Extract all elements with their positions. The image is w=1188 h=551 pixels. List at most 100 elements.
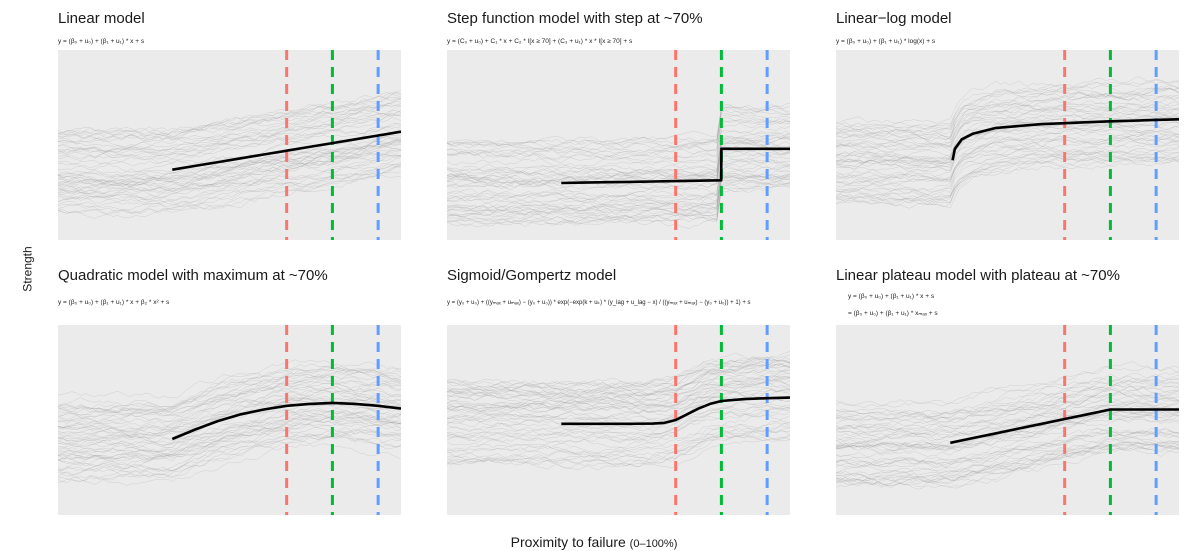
individual-line [58, 98, 401, 150]
individual-line [447, 179, 790, 227]
individual-line [447, 429, 790, 466]
individual-line [58, 430, 401, 472]
individual-line [447, 158, 790, 205]
individual-line [836, 123, 1179, 170]
individual-line [836, 403, 1179, 451]
individual-line [836, 429, 1179, 469]
individual-line [836, 384, 1179, 429]
individual-line [58, 379, 401, 423]
individual-line [836, 84, 1179, 136]
individual-line [836, 440, 1179, 489]
individual-line [836, 134, 1179, 186]
individual-line [447, 431, 790, 465]
individual-line [58, 359, 401, 399]
panel-quadratic: Quadratic model with maximum at ~70% y =… [58, 267, 401, 515]
individual-line [58, 155, 401, 198]
individual-line [447, 423, 790, 457]
individual-line [836, 389, 1179, 431]
individual-line [58, 420, 401, 468]
chart-svg [447, 325, 790, 515]
individual-line [836, 133, 1179, 183]
individual-line [447, 389, 790, 423]
model-line [561, 396, 790, 426]
individual-line [58, 166, 401, 208]
individual-line [447, 173, 790, 212]
individual-line [58, 371, 401, 417]
individual-line [447, 125, 790, 170]
individual-line [58, 137, 401, 186]
panel-formula: y = (y₀ + u₀) + ((yₘₐₓ + uₘₐₓ) − (y₀ + u… [447, 300, 751, 306]
individual-line [58, 135, 401, 176]
individual-line [836, 431, 1179, 465]
individual-line [447, 406, 790, 442]
individual-line [58, 112, 401, 161]
panel-formula: y = (β₀ + u₀) + (β₁ + u₁) * x + s [848, 293, 935, 300]
individual-line [836, 88, 1179, 140]
individual-line [447, 378, 790, 416]
individual-line [447, 398, 790, 432]
individual-line [836, 371, 1179, 416]
individual-line [836, 155, 1179, 200]
individual-line [58, 414, 401, 460]
individual-line [447, 130, 790, 172]
individual-line [58, 99, 401, 143]
individual-line [836, 100, 1179, 149]
individual-line [836, 426, 1179, 467]
individual-line [58, 364, 401, 408]
individual-line [58, 386, 401, 431]
individual-line [58, 432, 401, 482]
model-line [950, 408, 1179, 445]
individual-line [58, 429, 401, 476]
individual-line [447, 165, 790, 209]
individual-line [447, 380, 790, 414]
individual-line [447, 376, 790, 409]
individual-line [447, 171, 790, 218]
individual-line [836, 137, 1179, 192]
plot-area [58, 325, 401, 515]
individual-line [447, 427, 790, 468]
chart-svg [836, 50, 1179, 240]
individual-line [447, 363, 790, 398]
individual-line [58, 371, 401, 413]
individual-line [836, 94, 1179, 141]
individual-line [447, 174, 790, 217]
individual-line [447, 175, 790, 220]
individual-line [58, 154, 401, 195]
individual-line [447, 102, 790, 146]
individual-line [447, 351, 790, 390]
individual-line [836, 380, 1179, 422]
individual-line [836, 442, 1179, 486]
individual-line [447, 118, 790, 157]
individual-line [447, 420, 790, 455]
individual-line [447, 372, 790, 407]
individual-line [836, 441, 1179, 486]
individual-line [836, 407, 1179, 455]
individual-line [836, 103, 1179, 153]
individual-line [447, 141, 790, 188]
individual-line [836, 446, 1179, 486]
individual-line [836, 413, 1179, 457]
individual-line [58, 153, 401, 202]
individual-line [447, 366, 790, 405]
individual-line [447, 107, 790, 151]
individual-line [58, 164, 401, 219]
individual-line [447, 376, 790, 413]
individual-line [58, 171, 401, 214]
individual-line [836, 378, 1179, 420]
individual-line [836, 154, 1179, 206]
individual-line [58, 139, 401, 181]
individual-line [447, 408, 790, 444]
individual-line [58, 409, 401, 458]
individual-line [836, 155, 1179, 205]
individual-line [447, 184, 790, 229]
individual-line [58, 136, 401, 185]
individual-line [836, 396, 1179, 434]
individual-line [447, 354, 790, 389]
individual-line [447, 152, 790, 189]
individual-line [836, 125, 1179, 178]
individual-line [447, 154, 790, 201]
individual-line [447, 105, 790, 151]
model-line [172, 130, 401, 171]
individual-line [836, 438, 1179, 485]
individual-line [836, 121, 1179, 167]
